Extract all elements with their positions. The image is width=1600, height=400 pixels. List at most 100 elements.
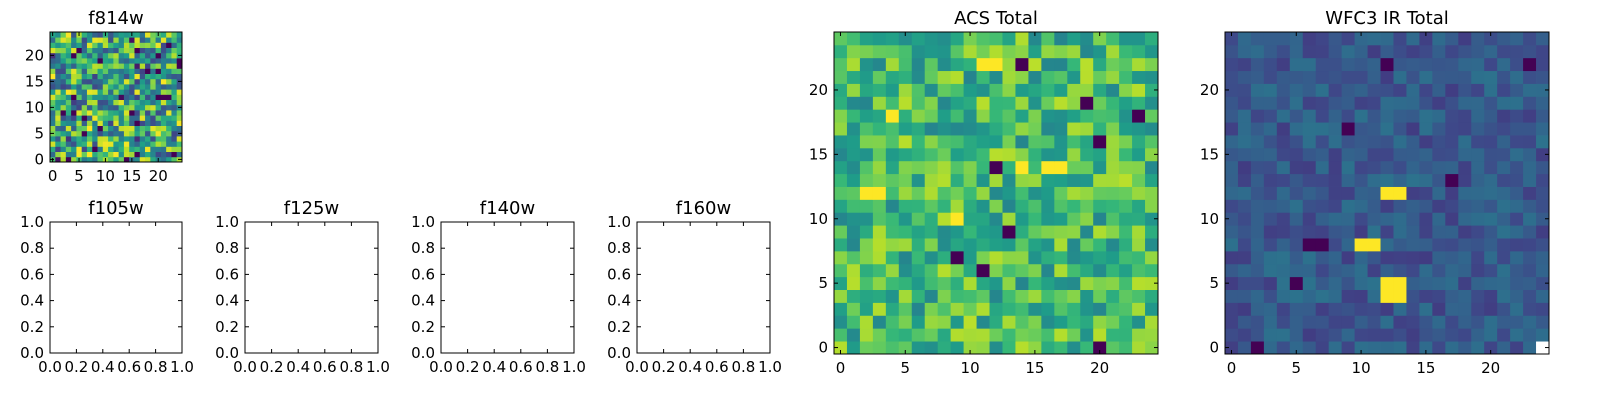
x-tick-label: 10 — [1352, 359, 1371, 377]
heatmap-cell — [1406, 199, 1420, 213]
heatmap-cell — [898, 212, 913, 226]
heatmap-cell — [1523, 135, 1537, 149]
heatmap-cell — [145, 130, 151, 137]
heatmap-cell — [1419, 238, 1433, 252]
heatmap-cell — [118, 141, 125, 147]
heatmap-cell — [963, 212, 977, 226]
heatmap-cell — [145, 78, 151, 85]
heatmap-cell — [1263, 238, 1278, 252]
heatmap-cell — [55, 37, 61, 43]
heatmap-cell — [1132, 96, 1146, 110]
heatmap-cell — [872, 122, 887, 136]
y-tick-label: 5 — [1209, 274, 1219, 292]
heatmap-cell — [81, 110, 88, 116]
heatmap-cell — [846, 32, 861, 46]
heatmap-cell — [1067, 44, 1081, 59]
heatmap-cell — [129, 84, 135, 90]
heatmap-cell — [145, 58, 151, 64]
heatmap-cell — [872, 302, 887, 316]
heatmap-cell — [1028, 135, 1042, 149]
heatmap-cell — [1432, 289, 1446, 303]
heatmap-cell — [129, 78, 135, 85]
heatmap-cell — [1028, 109, 1042, 123]
heatmap-cell — [859, 315, 874, 329]
heatmap-cell — [950, 315, 964, 329]
heatmap-cell — [1289, 186, 1304, 200]
heatmap-cell — [1093, 186, 1107, 200]
heatmap-cell — [65, 47, 72, 54]
heatmap-cell — [65, 32, 72, 38]
heatmap-cell — [1380, 302, 1394, 316]
heatmap-cell — [1145, 315, 1159, 329]
heatmap-cell — [55, 120, 61, 126]
heatmap-cell — [1080, 83, 1094, 97]
heatmap-cell — [102, 42, 109, 48]
heatmap-cell — [1367, 160, 1381, 175]
heatmap-cell — [834, 302, 848, 316]
heatmap-cell — [1041, 135, 1055, 149]
heatmap-cell — [145, 47, 151, 54]
heatmap-cell — [1380, 289, 1394, 303]
heatmap-cell — [1106, 289, 1120, 303]
heatmap-cell — [1225, 57, 1239, 72]
heatmap-cell — [113, 151, 120, 158]
heatmap-cell — [1015, 83, 1029, 97]
heatmap-cell — [963, 341, 977, 355]
heatmap-cell — [1510, 109, 1524, 123]
heatmap-cell — [1041, 57, 1055, 72]
heatmap-cell — [834, 315, 848, 329]
heatmap-cell — [1119, 109, 1133, 123]
heatmap-cell — [1276, 96, 1291, 110]
heatmap-cell — [1380, 186, 1394, 200]
heatmap-cell — [102, 141, 109, 147]
heatmap-cell — [1367, 263, 1381, 278]
heatmap-cell — [139, 68, 146, 74]
heatmap-cell — [846, 212, 861, 226]
heatmap-cell — [160, 47, 167, 54]
heatmap-cell — [1302, 96, 1317, 110]
heatmap-cell — [1093, 147, 1107, 162]
heatmap-cell — [1393, 96, 1407, 110]
heatmap-cell — [81, 78, 88, 85]
heatmap-cell — [150, 42, 156, 48]
heatmap-cell — [1093, 122, 1107, 136]
heatmap-cell — [1484, 302, 1498, 316]
heatmap-cell — [1015, 44, 1029, 59]
heatmap-cell — [60, 115, 67, 121]
x-tick-label: 15 — [1025, 359, 1044, 377]
heatmap-cell — [1041, 315, 1055, 329]
heatmap-cell — [71, 136, 77, 142]
heatmap-cell — [102, 151, 109, 158]
heatmap-cell — [1289, 44, 1304, 59]
heatmap-cell — [1080, 96, 1094, 110]
heatmap-cell — [1445, 302, 1459, 316]
heatmap-cell — [1315, 147, 1330, 162]
heatmap-cell — [859, 341, 874, 355]
heatmap-cell — [1458, 186, 1472, 200]
heatmap-cell — [160, 37, 167, 43]
heatmap-cell — [118, 120, 125, 126]
heatmap-cell — [911, 44, 926, 59]
heatmap-cell — [55, 115, 61, 121]
heatmap-cell — [1080, 315, 1094, 329]
heatmap-cell — [846, 96, 861, 110]
heatmap-cell — [86, 68, 93, 74]
heatmap-cell — [108, 115, 114, 121]
heatmap-cell — [65, 84, 72, 90]
heatmap-cell — [911, 199, 926, 213]
heatmap-cell — [1145, 44, 1159, 59]
heatmap-cell — [134, 130, 141, 137]
heatmap-cell — [65, 63, 72, 69]
y-tick-label: 15 — [809, 145, 828, 163]
heatmap-cell — [1354, 135, 1368, 149]
heatmap-cell — [885, 238, 900, 252]
heatmap-cell — [1250, 32, 1265, 46]
heatmap-cell — [950, 238, 964, 252]
heatmap-cell — [1119, 263, 1133, 278]
heatmap-cell — [1119, 199, 1133, 213]
heatmap-cell — [1497, 109, 1511, 123]
heatmap-cell — [976, 96, 990, 110]
heatmap-cell — [108, 68, 114, 74]
heatmap-cell — [1315, 122, 1330, 136]
heatmap-cell — [1237, 32, 1252, 46]
